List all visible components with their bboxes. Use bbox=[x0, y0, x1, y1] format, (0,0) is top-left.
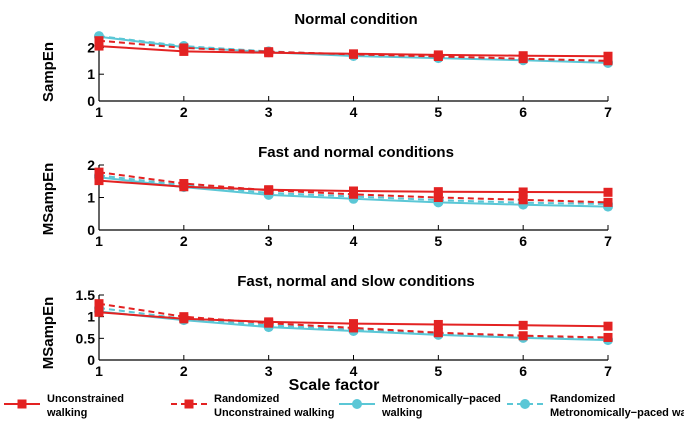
legend-label: Randomized bbox=[214, 393, 279, 405]
panel-title: Fast, normal and slow conditions bbox=[237, 273, 475, 290]
data-point bbox=[433, 319, 443, 329]
legend-swatch-marker bbox=[352, 399, 362, 409]
x-tick-label: 5 bbox=[434, 363, 442, 379]
x-tick-label: 6 bbox=[519, 233, 527, 249]
y-tick-label: 0 bbox=[87, 93, 95, 109]
data-point bbox=[179, 182, 189, 192]
x-tick-label: 3 bbox=[265, 104, 273, 120]
data-point bbox=[433, 187, 443, 197]
data-point bbox=[94, 41, 104, 51]
data-point bbox=[94, 176, 104, 186]
x-tick-label: 2 bbox=[180, 233, 188, 249]
data-point bbox=[603, 187, 613, 197]
panel-fast-normal-slow: Fast, normal and slow conditions MSampEn… bbox=[40, 273, 613, 379]
plot-area: 0 0.5 1 1.5 1 2 3 4 5 6 7 bbox=[76, 287, 613, 379]
data-point bbox=[264, 317, 274, 327]
panel-title: Fast and normal conditions bbox=[258, 144, 454, 161]
x-tick-label: 6 bbox=[519, 363, 527, 379]
x-tick-label: 1 bbox=[95, 363, 103, 379]
legend: Unconstrained walking Randomized Unconstrai… bbox=[4, 393, 684, 419]
panel-title: Normal condition bbox=[294, 11, 417, 28]
legend-item-randomized-metronomic: Randomized Metronomically−paced walking bbox=[507, 393, 684, 419]
data-point bbox=[518, 320, 528, 330]
data-point bbox=[518, 187, 528, 197]
data-point bbox=[179, 314, 189, 324]
x-tick-label: 7 bbox=[604, 104, 612, 120]
legend-label: walking bbox=[46, 407, 87, 419]
y-tick-label: 0 bbox=[87, 222, 95, 238]
legend-label: Metronomically−paced walking bbox=[550, 407, 684, 419]
data-point bbox=[94, 36, 104, 46]
legend-item-metronomic: Metronomically−paced walking bbox=[339, 393, 501, 419]
series-unconstrained bbox=[94, 307, 613, 331]
x-tick-label: 1 bbox=[95, 104, 103, 120]
data-point bbox=[603, 51, 613, 61]
x-tick-label: 7 bbox=[604, 233, 612, 249]
legend-item-randomized-unconstrained: Randomized Unconstrained walking bbox=[171, 393, 334, 419]
x-tick-label: 5 bbox=[434, 233, 442, 249]
legend-label: Randomized bbox=[550, 393, 615, 405]
x-tick-label: 2 bbox=[180, 363, 188, 379]
legend-label: Metronomically−paced bbox=[382, 393, 501, 405]
y-tick-label: 1 bbox=[87, 309, 95, 325]
series-randomized-metronomic bbox=[94, 31, 613, 68]
data-point bbox=[433, 193, 443, 202]
legend-label: Unconstrained walking bbox=[214, 407, 334, 419]
y-tick-label: 2 bbox=[87, 157, 95, 173]
data-point bbox=[433, 328, 443, 338]
legend-swatch-marker bbox=[17, 399, 27, 409]
x-tick-label: 2 bbox=[180, 104, 188, 120]
x-tick-label: 4 bbox=[350, 104, 358, 120]
data-point bbox=[603, 56, 613, 66]
y-tick-label: 0 bbox=[87, 352, 95, 368]
x-tick-label: 5 bbox=[434, 104, 442, 120]
data-point bbox=[349, 319, 358, 329]
y-tick-label: 1.5 bbox=[76, 287, 96, 303]
data-point bbox=[603, 321, 613, 331]
y-axis-label: MSampEn bbox=[40, 163, 57, 236]
data-point bbox=[518, 195, 528, 205]
legend-item-unconstrained: Unconstrained walking bbox=[4, 393, 124, 419]
data-point bbox=[94, 299, 104, 309]
x-axis-label: Scale factor bbox=[289, 377, 380, 394]
x-tick-label: 6 bbox=[519, 104, 527, 120]
x-tick-label: 7 bbox=[604, 363, 612, 379]
x-tick-label: 3 bbox=[265, 363, 273, 379]
x-tick-label: 4 bbox=[350, 233, 358, 249]
data-point bbox=[518, 331, 528, 341]
y-axis-label: SampEn bbox=[40, 42, 57, 102]
series-unconstrained bbox=[94, 176, 613, 197]
series-unconstrained bbox=[94, 41, 613, 61]
data-point bbox=[349, 186, 358, 196]
y-tick-label: 1 bbox=[87, 66, 95, 82]
data-point bbox=[264, 185, 274, 195]
data-point bbox=[433, 50, 443, 60]
data-point bbox=[603, 332, 613, 342]
data-point bbox=[94, 167, 104, 177]
y-tick-label: 2 bbox=[87, 39, 95, 55]
y-axis-label: MSampEn bbox=[40, 297, 57, 370]
data-point bbox=[349, 49, 358, 59]
legend-swatch-marker bbox=[184, 399, 194, 409]
data-point bbox=[94, 307, 104, 317]
data-point bbox=[603, 197, 613, 207]
data-point bbox=[518, 51, 528, 61]
legend-label: Unconstrained bbox=[47, 393, 124, 405]
legend-label: walking bbox=[381, 407, 422, 419]
data-point bbox=[264, 48, 274, 58]
y-tick-label: 1 bbox=[87, 190, 95, 206]
y-tick-label: 0.5 bbox=[76, 330, 96, 346]
x-tick-label: 4 bbox=[350, 363, 358, 379]
x-tick-label: 1 bbox=[95, 233, 103, 249]
x-tick-label: 3 bbox=[265, 233, 273, 249]
legend-swatch-marker bbox=[520, 399, 530, 409]
data-point bbox=[179, 46, 189, 56]
